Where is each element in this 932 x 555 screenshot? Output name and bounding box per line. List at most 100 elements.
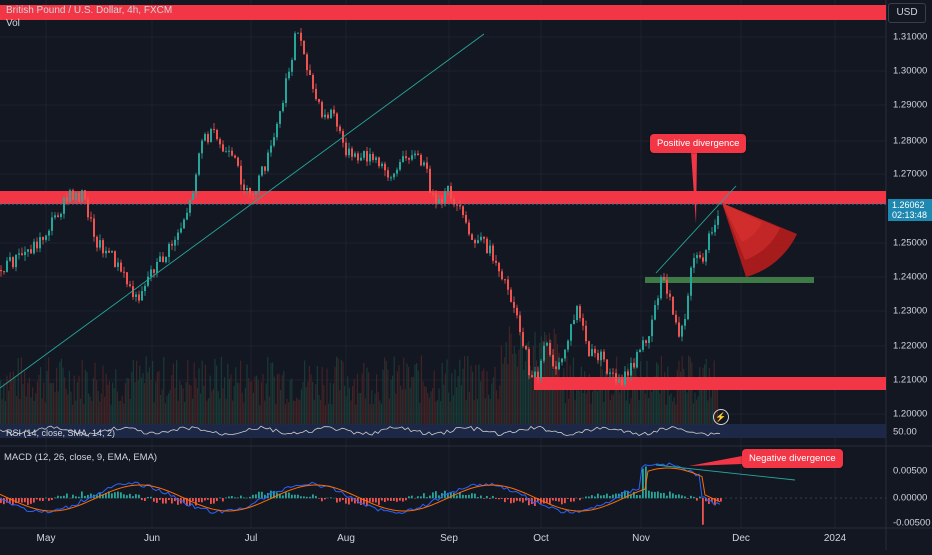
volume-bar: [254, 377, 255, 425]
macd-histogram-bar: [432, 492, 434, 498]
volume-bar: [645, 394, 646, 425]
macd-histogram-bar: [270, 491, 272, 499]
volume-bar: [155, 382, 156, 425]
rsi-label[interactable]: RSI (14, close, SMA, 14, 2): [6, 428, 115, 438]
candle: [705, 250, 707, 262]
volume-bar: [326, 369, 327, 425]
volume-bar: [421, 355, 422, 425]
candle: [471, 234, 473, 240]
candle: [84, 190, 86, 199]
macd-histogram-bar: [336, 498, 338, 503]
volume-bar: [109, 381, 110, 425]
volume-bar: [336, 357, 337, 425]
macd-histogram-bar: [456, 496, 458, 499]
volume-bar: [334, 367, 335, 425]
positive-divergence-callout[interactable]: Positive divergence: [650, 134, 746, 153]
chart-title[interactable]: British Pound / U.S. Dollar, 4h, FXCM: [6, 5, 172, 16]
lightning-icon[interactable]: ⚡: [713, 409, 729, 425]
candle: [669, 294, 671, 297]
macd-histogram-bar: [501, 498, 503, 499]
volume-bar: [96, 380, 97, 425]
volume-bar: [315, 384, 316, 425]
volume-bar: [651, 392, 652, 425]
candle: [93, 219, 95, 237]
macd-histogram-bar: [402, 498, 404, 502]
volume-bar: [144, 383, 145, 425]
macd-histogram-bar: [411, 496, 413, 499]
macd-histogram-bar: [429, 496, 431, 499]
volume-bar: [390, 380, 391, 425]
candle: [318, 99, 320, 102]
macd-histogram-bar: [375, 498, 377, 503]
volume-bar: [322, 367, 323, 425]
macd-histogram-bar: [330, 497, 332, 498]
macd-histogram-bar: [660, 493, 662, 498]
volume-bar: [152, 361, 153, 425]
macd-histogram-bar: [84, 496, 86, 498]
macd-histogram-bar: [483, 498, 485, 499]
candle: [495, 261, 497, 263]
volume-bar: [474, 400, 475, 425]
volume-bar: [206, 401, 207, 425]
volume-bar: [290, 380, 291, 425]
macd-label[interactable]: MACD (12, 26, close, 9, EMA, EMA): [4, 452, 157, 463]
macd-histogram-bar: [720, 498, 722, 502]
candle: [501, 271, 503, 279]
volume-bar: [573, 357, 574, 425]
volume-bar: [262, 374, 263, 425]
currency-button[interactable]: USD: [888, 3, 926, 23]
volume-bar: [661, 356, 662, 425]
macd-histogram-bar: [54, 498, 56, 499]
candle: [219, 139, 221, 144]
volume-label[interactable]: Vol: [6, 18, 20, 29]
macd-histogram-bar: [468, 495, 470, 499]
macd-histogram-bar: [462, 495, 464, 499]
volume-bar: [709, 368, 710, 425]
volume-bar: [88, 394, 89, 425]
volume-bar: [285, 404, 286, 425]
volume-bar: [19, 399, 20, 425]
volume-bar: [256, 376, 257, 425]
volume-bar: [429, 398, 430, 425]
volume-bar: [74, 376, 75, 425]
volume-bar: [370, 404, 371, 425]
macd-histogram-bar: [315, 496, 317, 498]
volume-bar: [618, 384, 619, 425]
volume-bar: [382, 370, 383, 425]
volume-bar: [642, 386, 643, 425]
volume-bar: [358, 393, 359, 425]
macd-histogram-bar: [210, 498, 212, 504]
macd-histogram-bar: [519, 498, 521, 501]
volume-bar: [234, 386, 235, 425]
candle: [699, 255, 701, 257]
volume-bar: [523, 370, 524, 425]
macd-histogram-bar: [201, 498, 203, 502]
candle: [69, 190, 71, 201]
volume-bar: [504, 357, 505, 425]
volume-bar: [149, 367, 150, 425]
volume-bar: [178, 401, 179, 425]
volume-bar: [690, 357, 691, 425]
volume-bar: [506, 342, 507, 425]
macd-histogram-bar: [348, 498, 350, 505]
negative-divergence-callout[interactable]: Negative divergence: [742, 449, 843, 468]
volume-bar: [597, 391, 598, 425]
volume-bar: [222, 388, 223, 425]
macd-histogram-bar: [612, 495, 614, 499]
volume-bar: [216, 365, 217, 425]
volume-bar: [512, 354, 513, 425]
candle: [216, 130, 218, 139]
volume-bar: [270, 363, 271, 425]
callout-pointer-macd: [689, 456, 742, 466]
candle: [375, 157, 377, 160]
volume-bar: [458, 376, 459, 425]
candle: [177, 233, 179, 240]
volume-bar: [253, 393, 254, 425]
macd-histogram-bar: [234, 497, 236, 498]
candle: [651, 320, 653, 336]
volume-bar: [184, 402, 185, 425]
volume-bar: [634, 368, 635, 425]
volume-bar: [38, 375, 39, 425]
volume-bar: [442, 363, 443, 425]
